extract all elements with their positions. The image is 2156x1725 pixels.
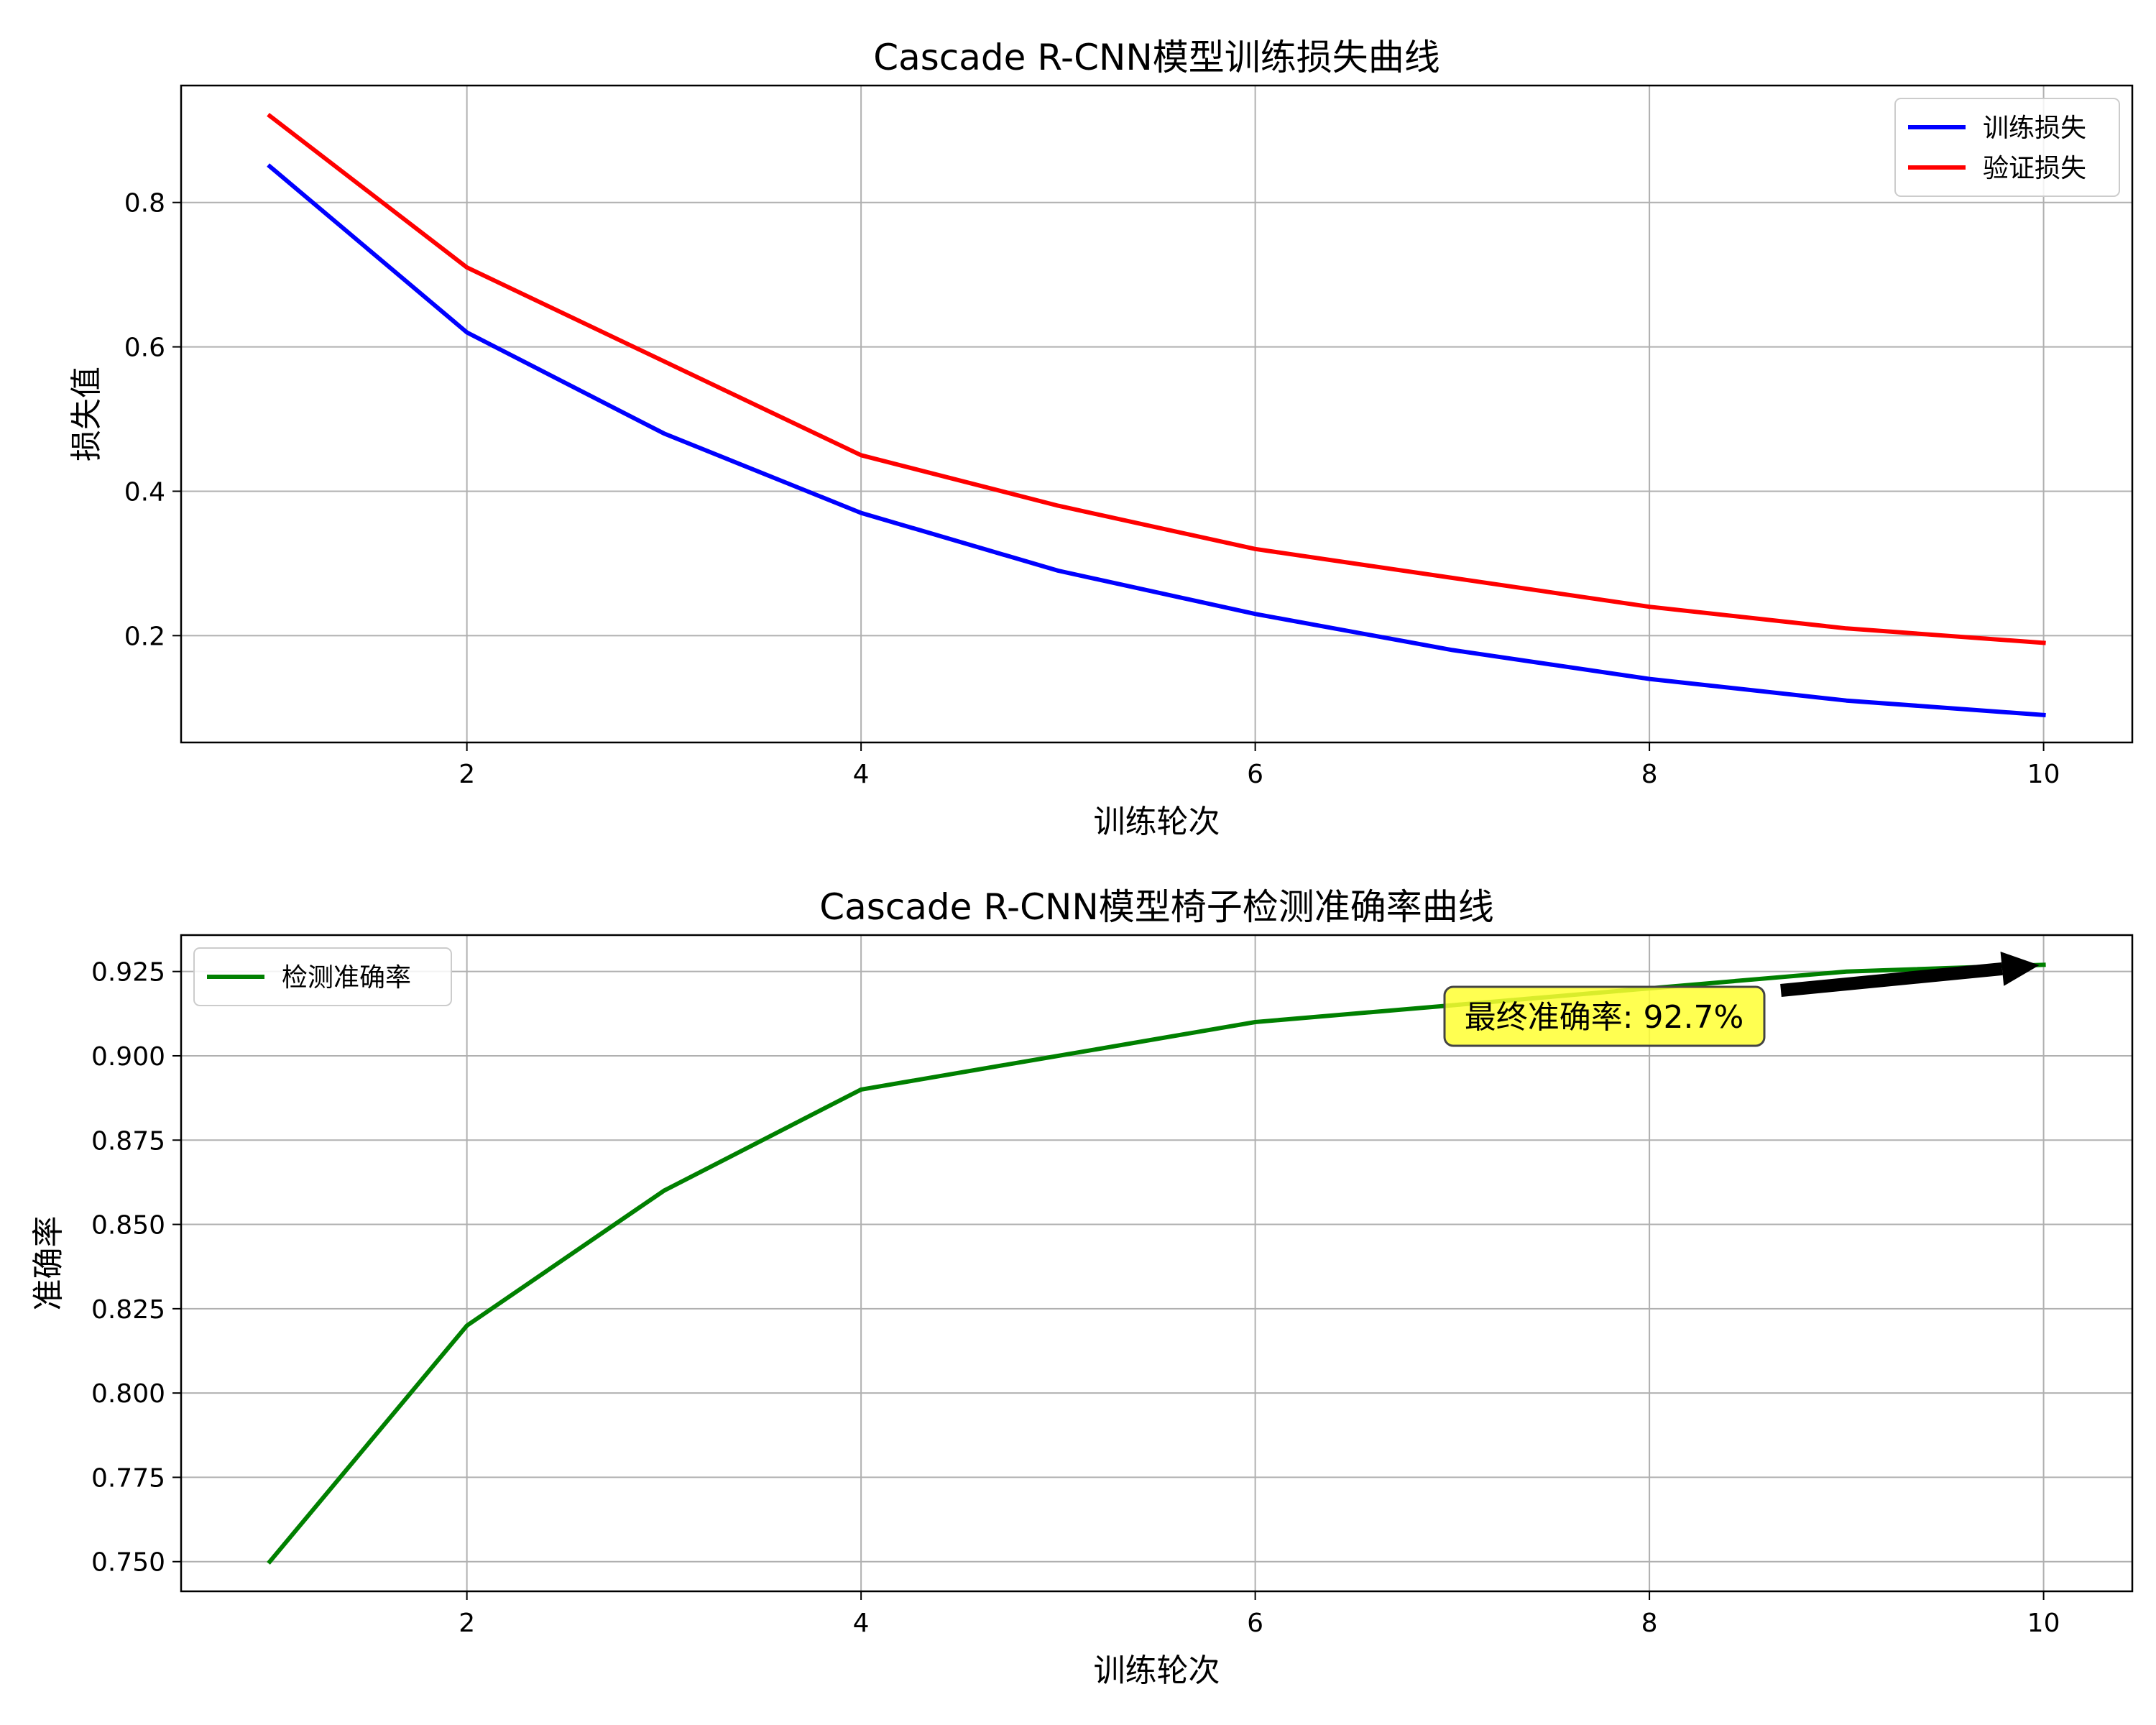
- y-tick-label: 0.825: [91, 1295, 165, 1325]
- y-tick-label: 0.4: [124, 477, 165, 507]
- legend-entry: 验证损失: [1983, 154, 2086, 183]
- x-axis-label: 训练轮次: [1094, 804, 1220, 840]
- y-tick-label: 0.900: [91, 1042, 165, 1072]
- chart-title: Cascade R-CNN模型训练损失曲线: [873, 37, 1440, 78]
- y-tick-label: 0.750: [91, 1548, 165, 1578]
- y-axis-label: 准确率: [30, 1216, 67, 1311]
- annotation-arrowhead: [2000, 952, 2040, 986]
- series-line-1: [267, 163, 2046, 718]
- legend-entry: 训练损失: [1983, 114, 2086, 143]
- x-tick-label: 6: [1247, 1609, 1263, 1638]
- annotation-box: [1443, 985, 1766, 1047]
- chart-title: Cascade R-CNN模型椅子检测准确率曲线: [819, 886, 1494, 928]
- series-line-1: [267, 962, 2046, 1565]
- x-tick-label: 8: [1641, 1609, 1658, 1638]
- accuracy-chart: 2 4 6 8 10 0.750 0.775 0.800 0.825 0.850 0.875 0.90…: [30, 886, 2134, 1689]
- annotation-text: 最终准确率: 92.7%: [1465, 999, 1744, 1036]
- legend: 检测准确率: [193, 947, 452, 1006]
- axes-frame: [180, 934, 2134, 1593]
- y-tick-label: 0.800: [91, 1379, 165, 1409]
- y-axis-label: 损失值: [68, 367, 105, 461]
- series-line-2: [267, 112, 2046, 645]
- y-tick-label: 0.775: [91, 1463, 165, 1493]
- axes-frame: [180, 84, 2134, 744]
- x-tick-label: 10: [2027, 760, 2060, 789]
- x-tick-label: 2: [459, 760, 475, 789]
- x-tick-label: 4: [853, 1609, 870, 1638]
- y-tick-label: 0.925: [91, 958, 165, 988]
- legend-box: [1894, 98, 2120, 197]
- x-tick-label: 4: [853, 760, 870, 789]
- x-tick-label: 8: [1641, 760, 1658, 789]
- y-tick-label: 0.8: [124, 189, 165, 218]
- legend-box: [193, 947, 452, 1006]
- annotation-arrow: [1780, 962, 2003, 997]
- y-tick-label: 0.2: [124, 622, 165, 651]
- y-tick-label: 0.850: [91, 1211, 165, 1241]
- y-tick-label: 0.6: [124, 334, 165, 363]
- annotation: 最终准确率: 92.7%: [1443, 952, 2040, 1047]
- y-tick-label: 0.875: [91, 1126, 165, 1156]
- legend-entry: 检测准确率: [282, 963, 411, 993]
- x-tick-label: 6: [1247, 760, 1263, 789]
- x-axis-label: 训练轮次: [1094, 1652, 1220, 1689]
- x-tick-label: 2: [459, 1609, 475, 1638]
- x-tick-label: 10: [2027, 1609, 2060, 1638]
- loss-chart: 2 4 6 8 10 0.2 0.4 0.6 0.8 Cascade R-CNN模型训练损失曲线训…: [68, 37, 2134, 840]
